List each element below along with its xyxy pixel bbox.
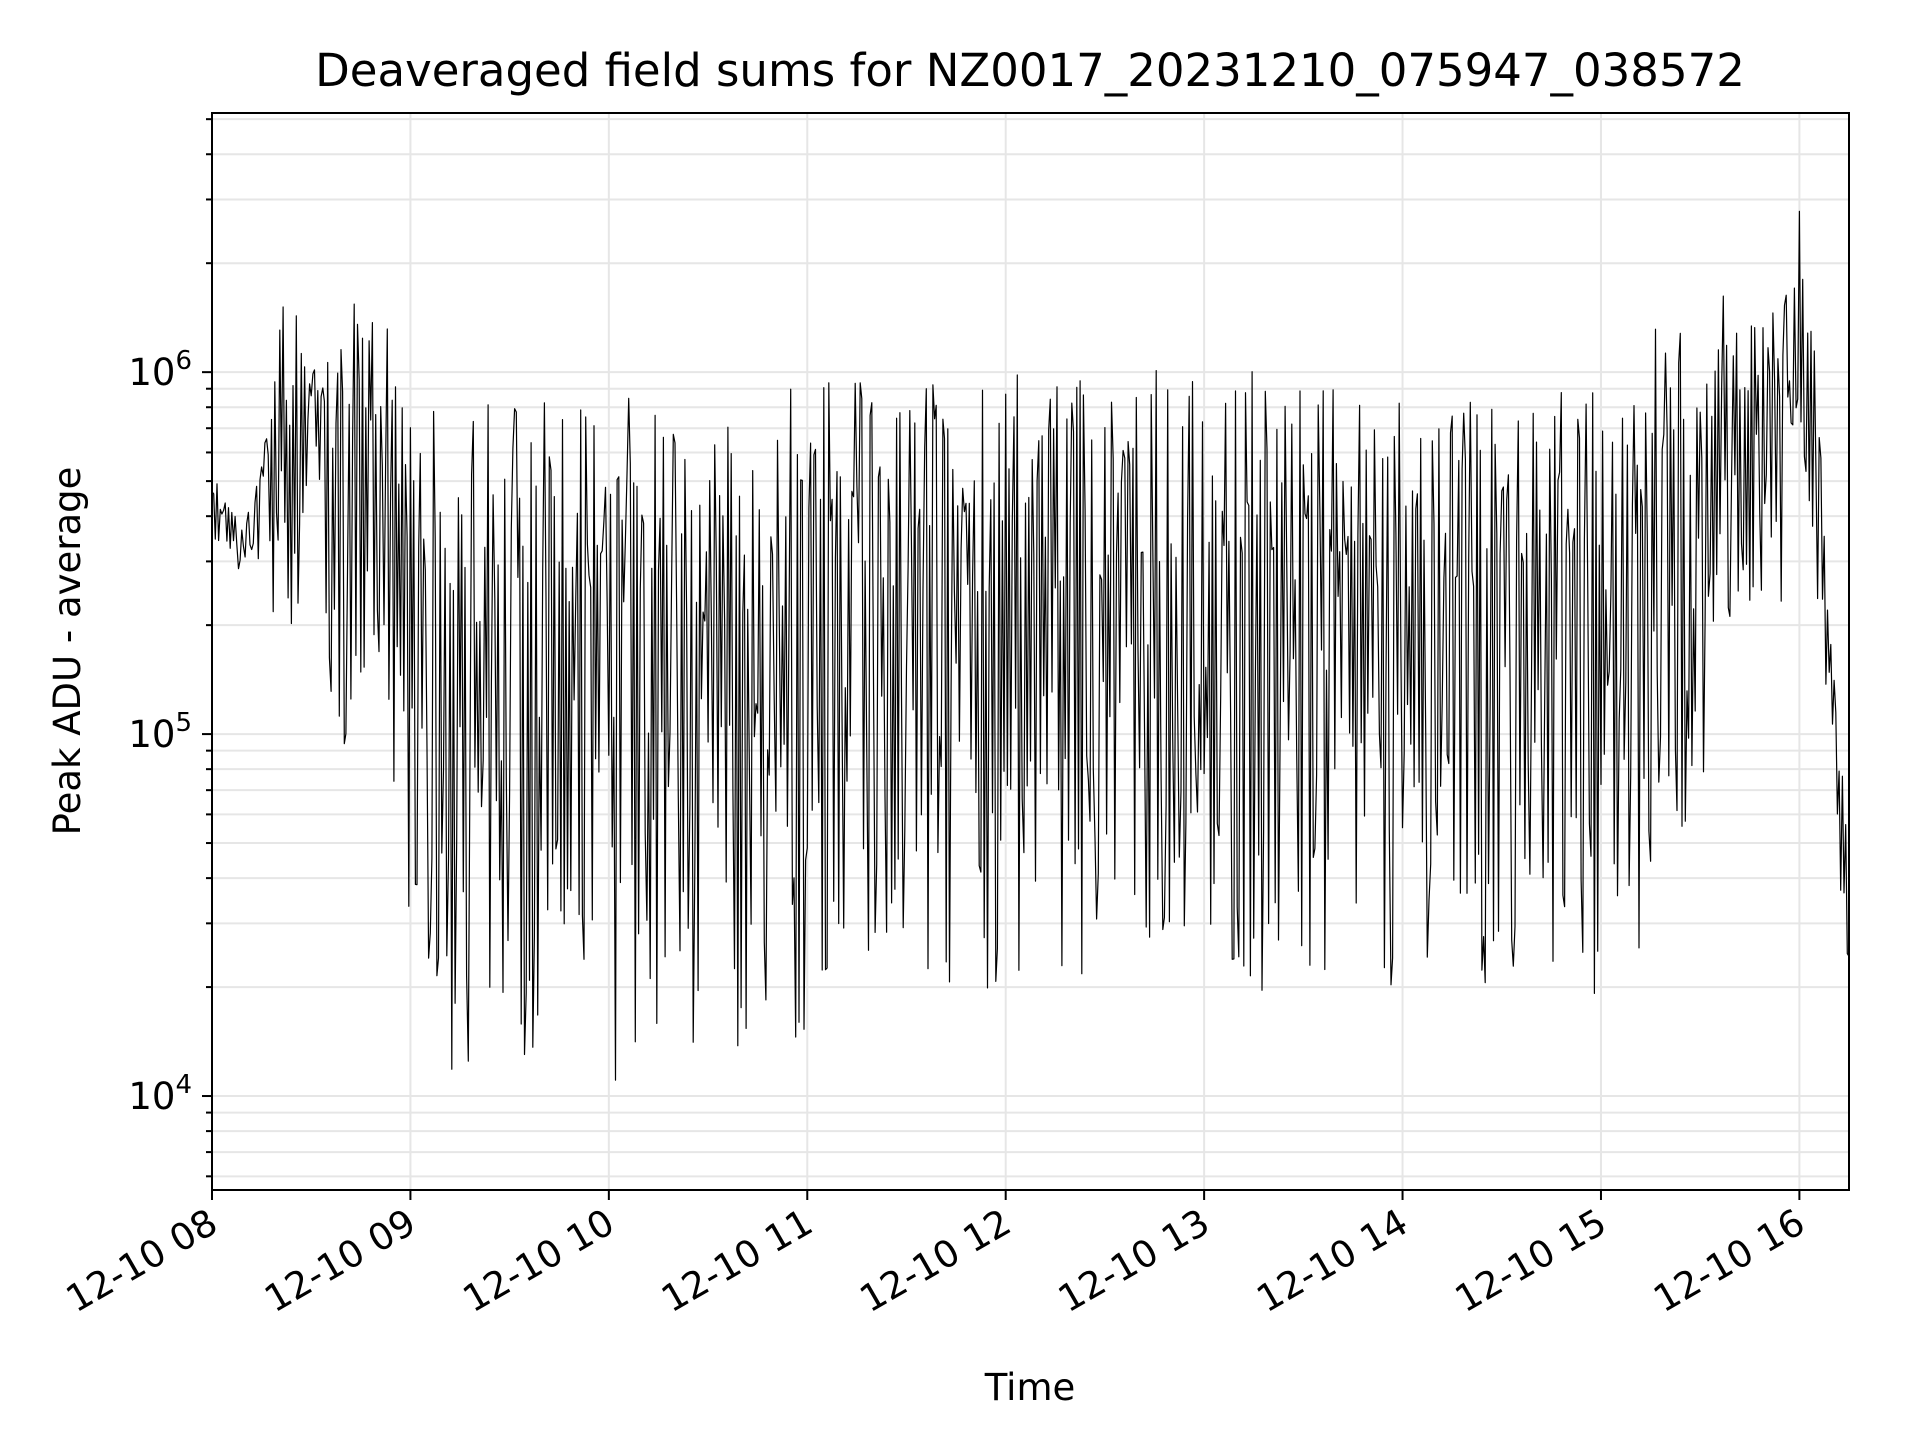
x-axis-label: Time: [984, 1366, 1076, 1409]
y-tick-exponent: 5: [175, 708, 192, 738]
series-line: [211, 210, 1850, 1081]
y-tick-base: 10: [128, 1075, 175, 1118]
y-tick-label: 105: [128, 708, 192, 756]
y-tick-exponent: 6: [175, 346, 192, 376]
series-layer: [211, 210, 1850, 1081]
y-tick-exponent: 4: [175, 1070, 192, 1100]
chart-title: Deaveraged field sums for NZ0017_2023121…: [315, 44, 1745, 97]
y-axis-label: Peak ADU - average: [46, 467, 89, 836]
y-tick-base: 10: [128, 713, 175, 756]
y-tick-label: 106: [128, 346, 192, 394]
y-tick-base: 10: [128, 351, 175, 394]
plot-frame: [211, 112, 1850, 1191]
y-tick-label: 104: [128, 1070, 192, 1118]
